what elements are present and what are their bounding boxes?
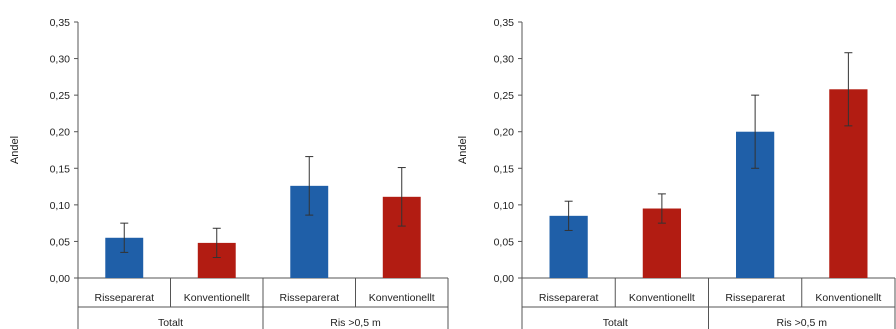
y-tick-label: 0,20 [50,127,71,139]
y-tick-label: 0,15 [50,163,71,175]
category-label: Konventionellt [184,292,250,304]
y-tick-label: 0,00 [50,273,71,285]
group-label: Ris >0,5 m [330,317,381,329]
y-tick-label: 0,00 [494,273,515,285]
y-tick-label: 0,30 [50,54,71,66]
category-label: Risseparerat [94,292,154,304]
y-tick-label: 0,25 [494,90,515,102]
category-label: Konventionellt [629,292,695,304]
category-label: Risseparerat [279,292,339,304]
y-tick-label: 0,10 [50,200,71,212]
y-tick-label: 0,05 [50,236,71,248]
y-tick-label: 0,05 [494,236,515,248]
y-tick-label: 0,10 [494,200,515,212]
category-label: Risseparerat [725,292,785,304]
y-tick-label: 0,30 [494,54,515,66]
y-axis-label: Andel [457,136,469,164]
y-tick-label: 0,15 [494,163,515,175]
y-tick-label: 0,20 [494,127,515,139]
group-label: Totalt [158,317,183,329]
y-axis-label: Andel [9,136,21,164]
category-label: Konventionellt [815,292,881,304]
group-label: Totalt [603,317,628,329]
y-tick-label: 0,25 [50,90,71,102]
category-label: Risseparerat [539,292,599,304]
y-tick-label: 0,35 [50,17,71,29]
y-tick-label: 0,35 [494,17,515,29]
category-label: Konventionellt [369,292,435,304]
group-label: Ris >0,5 m [777,317,828,329]
